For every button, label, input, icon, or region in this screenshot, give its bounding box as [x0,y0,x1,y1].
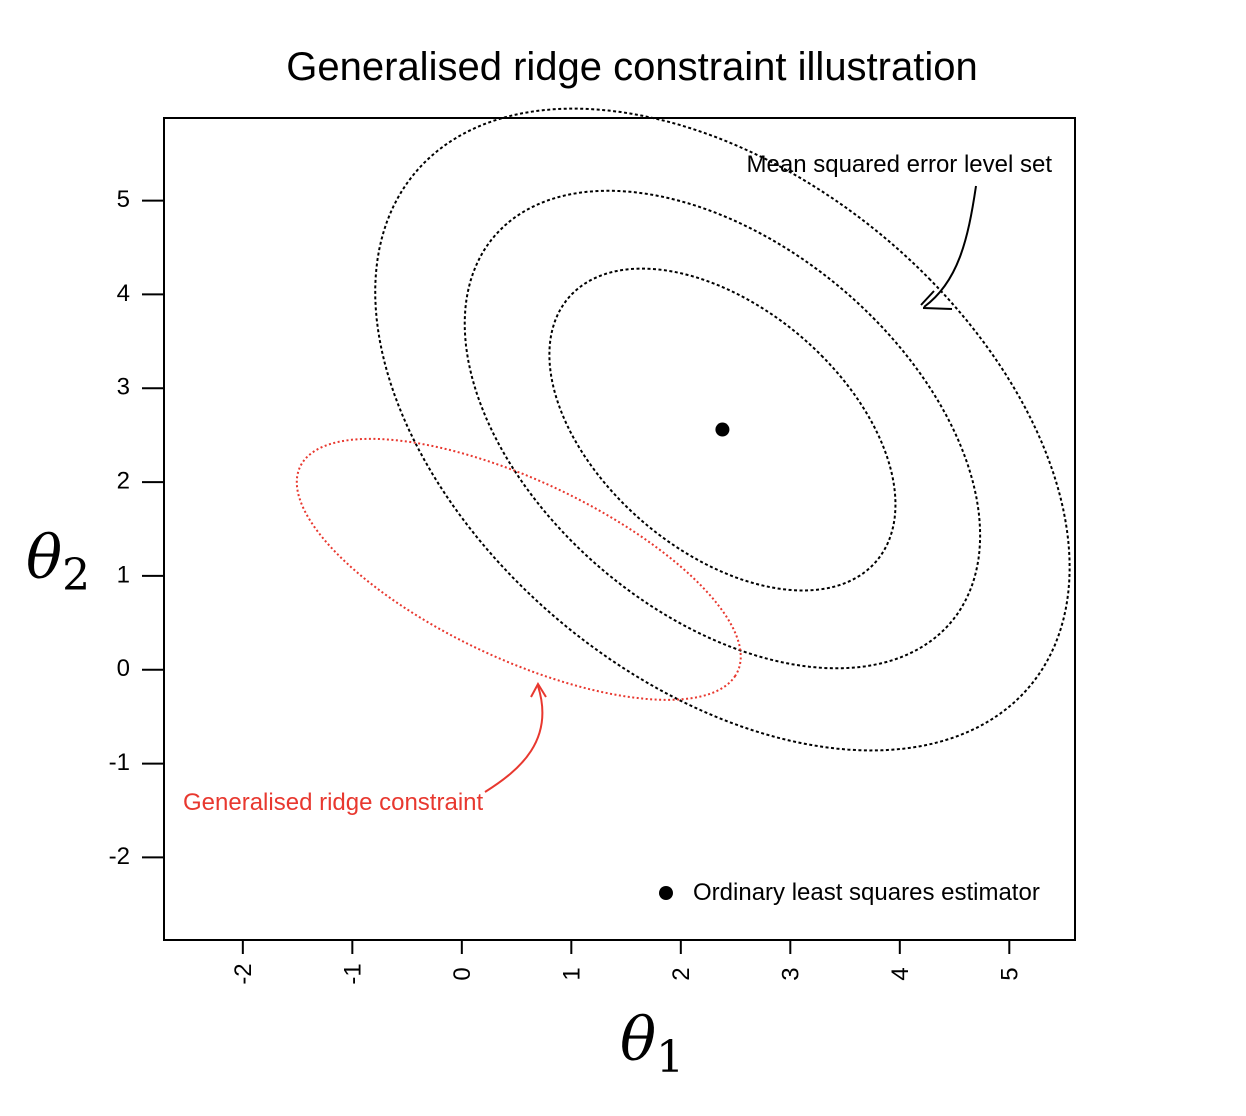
x-axis: -2 -1 0 1 2 3 4 5 [230,940,1023,985]
x-tick-label: -2 [230,963,257,984]
mse-level-sets [374,107,1071,752]
y-tick-label: 5 [117,186,130,213]
x-tick-label: 0 [449,967,476,980]
legend-marker [659,886,673,900]
legend-label: Ordinary least squares estimator [693,879,1040,906]
y-tick-label: 1 [117,561,130,588]
ridge-arrow-head [530,681,547,698]
y-axis-label: θ2 [26,523,90,601]
chart-title: Generalised ridge constraint illustratio… [286,45,977,89]
x-tick-label: -1 [339,963,366,984]
ridge-arrow [484,685,544,793]
x-axis-label: θ1 [620,1005,684,1083]
y-tick-label: 3 [117,374,130,401]
mse-level-set-label: Mean squared error level set [747,151,1053,178]
x-tick-label: 1 [558,967,585,980]
data-points [715,422,730,437]
y-axis: -2 -1 0 1 2 3 4 5 [109,186,164,870]
ridge-constraint-label: Generalised ridge constraint [183,789,483,816]
mse-arrow-head [920,290,953,310]
y-tick-label: -2 [109,843,130,870]
mse-level-set-ellipse [548,267,897,592]
y-tick-label: 4 [117,280,130,307]
mse-level-set-ellipse [463,189,982,670]
x-tick-label: 3 [777,967,804,980]
y-tick-label: 0 [117,655,130,682]
ridge-constraint [295,437,742,701]
plot-frame [163,117,1076,941]
x-tick-label: 5 [996,967,1023,980]
x-tick-label: 4 [887,967,914,980]
mse-arrow [923,185,977,308]
ridge-constraint-ellipse [295,437,742,701]
x-tick-label: 2 [668,967,695,980]
y-tick-label: 2 [117,467,130,494]
ols-estimator-point [715,422,730,437]
y-tick-label: -1 [109,749,130,776]
